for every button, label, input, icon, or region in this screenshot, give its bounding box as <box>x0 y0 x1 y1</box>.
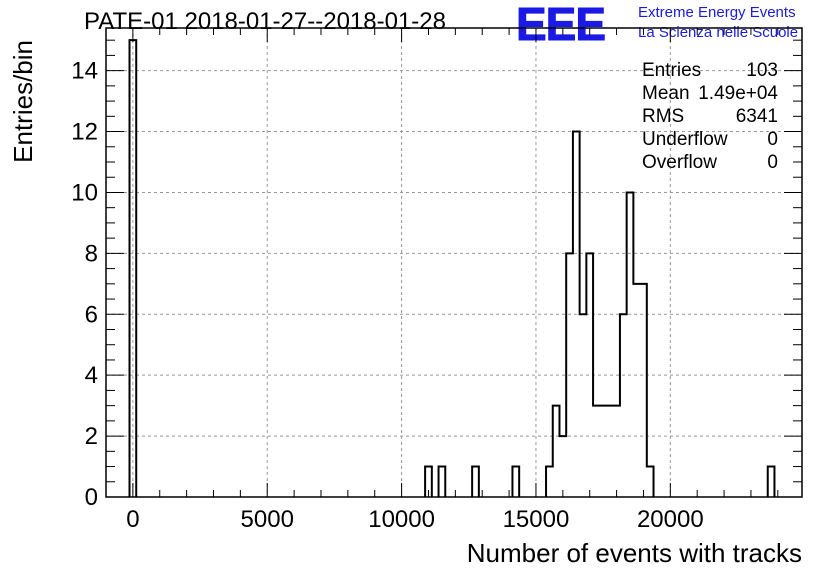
y-tick-label: 6 <box>85 301 98 328</box>
y-tick-label: 4 <box>85 362 98 389</box>
histogram-bin <box>613 406 620 497</box>
y-tick-label: 14 <box>71 58 98 85</box>
stats-value: 1.49e+04 <box>698 83 778 104</box>
x-tick-label: 0 <box>126 506 139 533</box>
grid-lines <box>106 28 802 497</box>
x-tick-label: 5000 <box>241 506 294 533</box>
stats-value: 0 <box>767 129 778 150</box>
y-axis-label: Entries/bin <box>8 40 38 163</box>
histogram-bin <box>768 467 775 497</box>
y-tick-label: 12 <box>71 119 98 146</box>
histogram-bin <box>593 406 600 497</box>
histogram-bin <box>553 406 560 497</box>
histogram-bin <box>439 467 446 497</box>
x-axis-label: Number of events with tracks <box>467 538 802 568</box>
stats-box: Entries 103 Mean 1.49e+04 RMS 6341 Underflow 0 O… <box>642 60 778 173</box>
histogram-bin <box>633 284 640 497</box>
histogram-bin <box>559 436 566 497</box>
stats-value: 103 <box>746 60 778 81</box>
histogram-bin <box>580 314 587 497</box>
chart-title: PATE-01 2018-01-27--2018-01-28 <box>84 8 446 35</box>
stats-label: Underflow <box>642 129 728 150</box>
plot-frame <box>105 27 803 498</box>
y-tick-label: 0 <box>85 484 98 511</box>
stats-value: 6341 <box>736 106 778 127</box>
logo-caption-line1: Extreme Energy Events <box>638 4 796 21</box>
histogram-bin <box>640 284 647 497</box>
tick-labels: 0 5000 10000 15000 20000 0 2 4 6 8 10 12 14 <box>71 58 703 533</box>
eee-logo-mark: EEE <box>516 2 605 44</box>
stats-value: 0 <box>767 152 778 173</box>
histogram-bin <box>620 314 627 497</box>
y-tick-label: 8 <box>85 240 98 267</box>
histogram-bin <box>647 467 654 497</box>
histogram-bin <box>546 467 553 497</box>
histogram-bin <box>627 192 634 497</box>
histogram-bin <box>607 406 614 497</box>
eee-logo: EEE <box>516 2 607 44</box>
histogram-bin <box>512 467 519 497</box>
axes-frame <box>105 27 803 498</box>
y-tick-label: 2 <box>85 423 98 450</box>
stats-label: Overflow <box>642 152 717 173</box>
x-tick-label: 10000 <box>368 506 435 533</box>
y-tick-label: 10 <box>71 179 98 206</box>
x-tick-label: 20000 <box>637 506 704 533</box>
stats-label: Mean <box>642 83 690 104</box>
axis-ticks <box>105 28 802 498</box>
histogram-bin <box>472 467 479 497</box>
stats-label: RMS <box>642 106 684 127</box>
histogram-bin <box>600 406 607 497</box>
stats-label: Entries <box>642 60 701 81</box>
x-tick-label: 15000 <box>503 506 570 533</box>
